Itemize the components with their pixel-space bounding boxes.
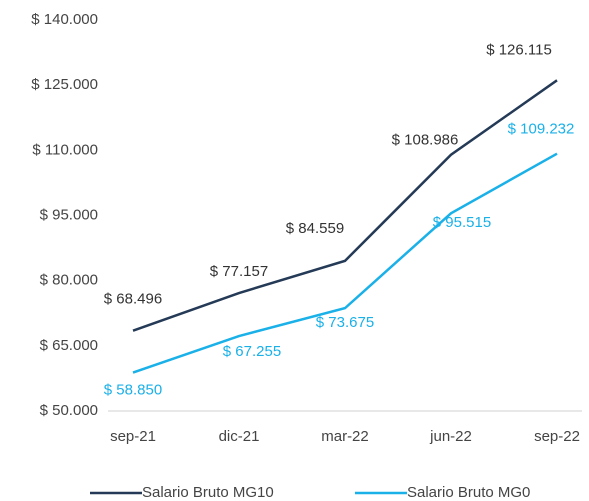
x-tick-label: mar-22 — [321, 428, 369, 445]
y-tick-label: $ 140.000 — [31, 11, 98, 28]
series-line — [132, 152, 558, 374]
y-tick-label: $ 110.000 — [32, 141, 98, 158]
legend-label: Salario Bruto MG10 — [142, 484, 274, 501]
x-tick-label: dic-21 — [219, 428, 260, 445]
data-label: $ 108.986 — [392, 132, 459, 149]
data-label: $ 58.850 — [104, 382, 162, 399]
data-label: $ 73.675 — [316, 314, 374, 331]
y-tick-label: $ 50.000 — [40, 402, 98, 419]
y-tick-label: $ 95.000 — [40, 206, 98, 223]
y-tick-label: $ 125.000 — [31, 76, 98, 93]
data-label: $ 126.115 — [486, 41, 552, 58]
series-line — [132, 79, 558, 332]
data-label: $ 68.496 — [104, 291, 162, 308]
y-tick-label: $ 65.000 — [40, 337, 98, 354]
x-tick-label: jun-22 — [429, 428, 472, 445]
x-tick-label: sep-21 — [110, 428, 156, 445]
y-tick-label: $ 80.000 — [40, 272, 98, 289]
legend-label: Salario Bruto MG0 — [407, 484, 530, 501]
data-label: $ 67.255 — [223, 343, 281, 360]
data-label: $ 84.559 — [286, 220, 344, 237]
data-label: $ 95.515 — [433, 214, 491, 231]
data-label: $ 77.157 — [210, 263, 268, 280]
data-label: $ 109.232 — [508, 121, 575, 138]
x-tick-label: sep-22 — [534, 428, 580, 445]
